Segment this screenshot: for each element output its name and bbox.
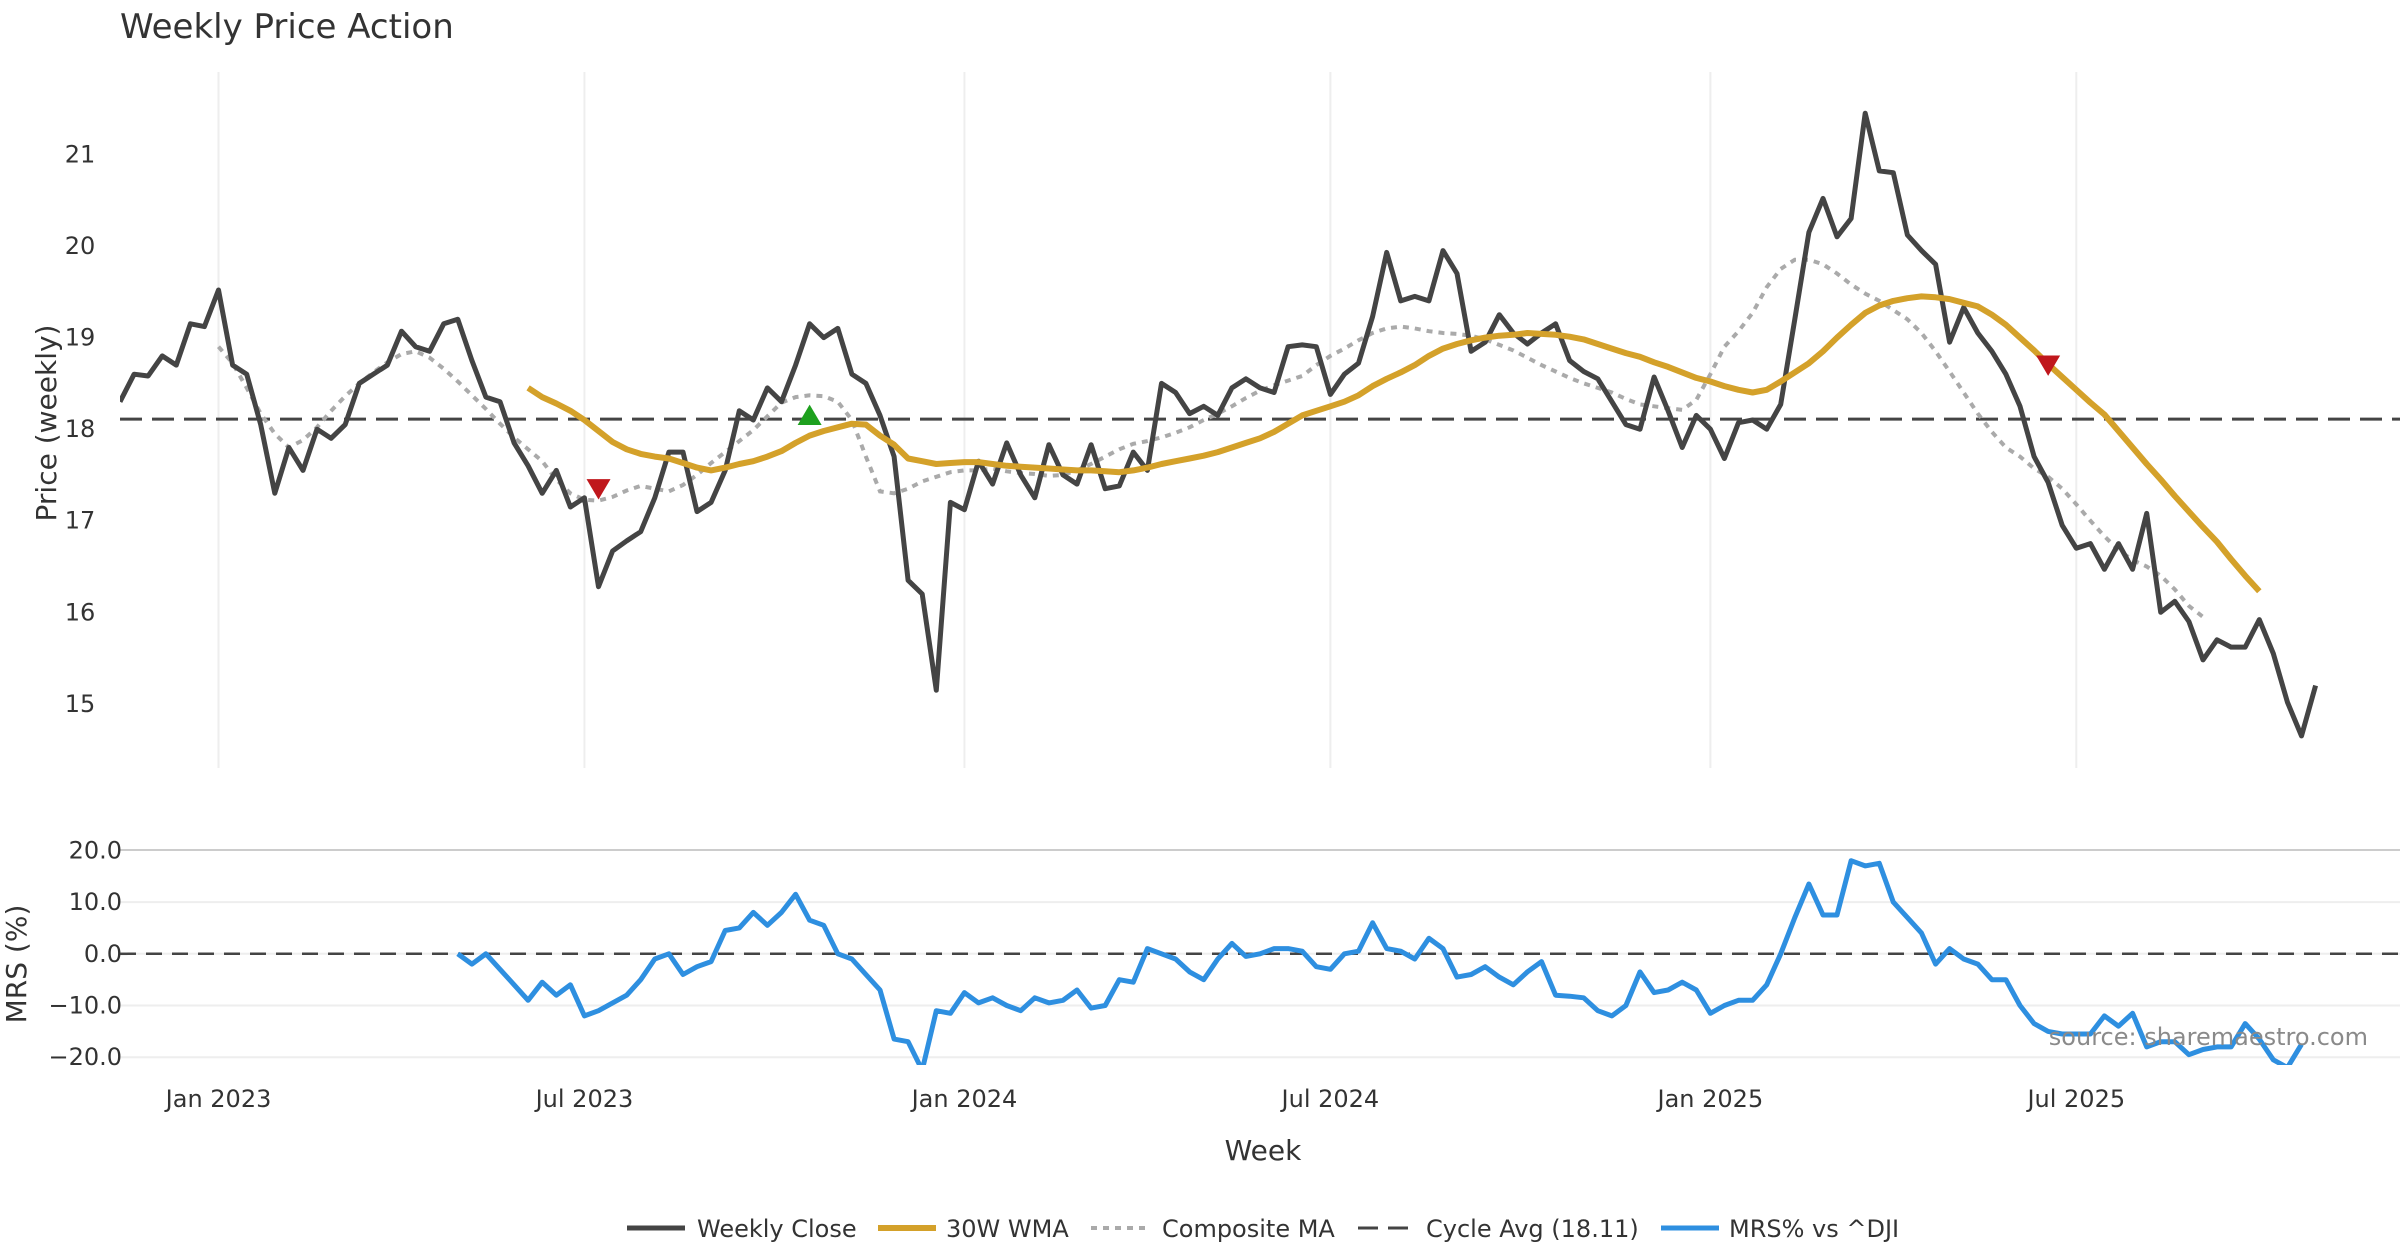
sell-signal-marker <box>2036 355 2061 376</box>
legend: Weekly Close 30W WMA Composite MA Cycle … <box>627 1215 1899 1243</box>
x-tick-label: Jul 2023 <box>534 1085 634 1113</box>
legend-item-30w-wma: 30W WMA <box>878 1215 1069 1243</box>
x-tick-label: Jan 2023 <box>164 1085 272 1113</box>
legend-label-composite-ma: Composite MA <box>1162 1215 1335 1243</box>
mrs-y-axis: 20.0 10.0 0.0 −10.0 −20.0 <box>48 836 122 1071</box>
legend-label-weekly-close: Weekly Close <box>697 1215 857 1243</box>
mrs-y-tick-label: 20.0 <box>69 836 122 864</box>
legend-item-composite-ma: Composite MA <box>1091 1215 1335 1243</box>
price-y-tick-label: 20 <box>65 232 96 260</box>
x-tick-label: Jul 2024 <box>1280 1085 1380 1113</box>
chart-title: Weekly Price Action <box>120 7 454 47</box>
x-tick-label: Jan 2024 <box>910 1085 1018 1113</box>
price-y-tick-label: 21 <box>65 140 96 168</box>
composite-ma-line <box>216 257 2205 619</box>
mrs-y-axis-label: MRS (%) <box>0 905 33 1024</box>
mrs-y-tick-label: 0.0 <box>84 940 122 968</box>
legend-label-30w-wma: 30W WMA <box>946 1215 1069 1243</box>
legend-item-mrs: MRS% vs ^DJI <box>1661 1215 1899 1243</box>
x-tick-label: Jul 2025 <box>2025 1085 2125 1113</box>
price-panel: 15 16 17 18 19 20 21 Price (weekly) <box>30 72 2400 768</box>
mrs-y-tick-label: −20.0 <box>48 1043 122 1071</box>
price-y-axis-label: Price (weekly) <box>30 325 63 522</box>
price-y-tick-label: 17 <box>65 507 96 535</box>
price-y-axis: 15 16 17 18 19 20 21 <box>65 140 96 717</box>
sell-signal-marker <box>586 479 611 500</box>
mrs-y-tick-label: 10.0 <box>69 888 122 916</box>
legend-label-cycle-avg: Cycle Avg (18.11) <box>1426 1215 1639 1243</box>
mrs-panel: 20.0 10.0 0.0 −10.0 −20.0 MRS (%) source: sh… <box>0 836 2400 1071</box>
mrs-line <box>456 858 2304 1065</box>
signal-markers <box>586 355 2061 500</box>
x-tick-label: Jan 2025 <box>1656 1085 1764 1113</box>
legend-item-cycle-avg: Cycle Avg (18.11) <box>1358 1215 1639 1243</box>
weekly-close-line <box>120 110 2319 739</box>
price-y-tick-label: 15 <box>65 690 96 718</box>
mrs-y-tick-label: −10.0 <box>48 992 122 1020</box>
price-y-tick-label: 16 <box>65 598 96 626</box>
x-axis: Jan 2023 Jul 2023 Jan 2024 Jul 2024 Jan 2025… <box>164 1085 2125 1113</box>
price-y-tick-label: 19 <box>65 324 96 352</box>
wma-line <box>526 293 2262 594</box>
price-y-tick-label: 18 <box>65 415 96 443</box>
source-note: source: sharemaestro.com <box>2049 1023 2368 1051</box>
legend-label-mrs: MRS% vs ^DJI <box>1729 1215 1899 1243</box>
legend-item-weekly-close: Weekly Close <box>627 1215 857 1243</box>
x-axis-label: Week <box>1225 1134 1302 1167</box>
buy-signal-marker <box>797 404 822 426</box>
